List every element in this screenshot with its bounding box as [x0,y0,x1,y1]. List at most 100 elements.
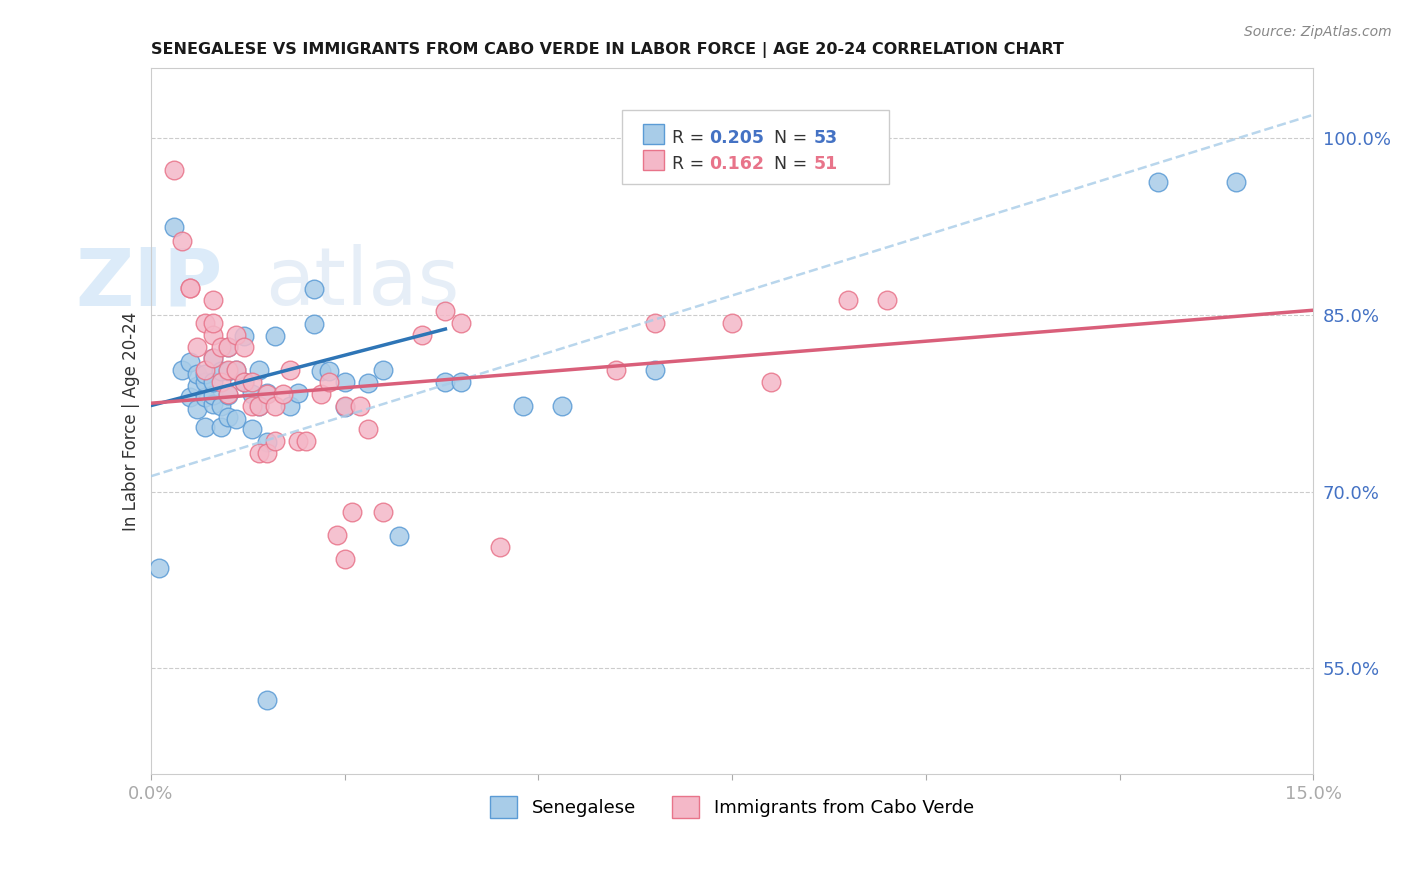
Point [217,386,239,401]
Point [209,419,232,434]
Point [163,219,186,234]
Text: 51: 51 [814,155,838,173]
Text: SENEGALESE VS IMMIGRANTS FROM CABO VERDE IN LABOR FORCE | AGE 20-24 CORRELATION : SENEGALESE VS IMMIGRANTS FROM CABO VERDE… [150,42,1064,58]
Point [333,551,356,566]
Point [280,399,302,413]
Point [373,504,395,518]
Point [333,399,356,413]
Point [201,293,224,307]
Point [256,435,278,450]
Point [201,351,224,366]
Point [217,388,239,402]
Point [256,445,278,459]
Point [434,375,457,389]
Point [287,434,309,448]
Point [209,375,232,389]
Point [240,375,263,389]
Point [179,355,201,369]
Text: 53: 53 [814,128,838,146]
Text: 0.162: 0.162 [709,155,763,173]
Point [349,399,371,413]
Point [271,386,294,401]
Point [225,327,247,342]
Point [326,528,349,542]
Point [295,434,318,448]
Point [264,399,287,413]
Point [318,375,340,389]
Point [264,434,287,448]
Point [318,364,340,378]
FancyBboxPatch shape [621,110,889,185]
Point [217,363,239,377]
Point [488,540,510,554]
Point [302,282,325,296]
Point [240,422,263,436]
Text: atlas: atlas [264,244,460,322]
Point [388,529,411,543]
Point [333,400,356,414]
Text: R =: R = [672,128,704,146]
Point [240,386,263,401]
Point [759,375,782,389]
Point [605,363,627,377]
Point [837,293,859,307]
Point [357,422,380,436]
Point [194,419,217,434]
Point [232,375,254,389]
Point [373,363,395,377]
Point [225,363,247,377]
Point [450,316,472,330]
Point [163,163,186,178]
Point [179,281,201,295]
Point [1225,175,1247,189]
FancyBboxPatch shape [643,124,664,144]
Text: 0.205: 0.205 [709,128,763,146]
Point [249,399,271,413]
Point [194,316,217,330]
Point [240,399,263,413]
Point [225,411,247,425]
Point [232,375,254,389]
Point [186,367,208,381]
Point [225,363,247,377]
Point [217,364,239,378]
Point [411,327,433,342]
Point [342,504,364,518]
Point [209,340,232,354]
Point [256,693,278,707]
Point [1147,175,1170,189]
Point [512,399,534,413]
Point [179,390,201,404]
Point [550,399,572,413]
Point [217,340,239,354]
Point [201,397,224,411]
Point [209,364,232,378]
Point [256,385,278,400]
Point [311,386,333,401]
Point [287,385,309,400]
Text: ZIP: ZIP [76,244,224,322]
Point [194,367,217,381]
Point [249,445,271,459]
Point [186,378,208,392]
Text: N =: N = [773,128,807,146]
Point [194,390,217,404]
Point [170,363,193,377]
Point [434,304,457,318]
Point [201,351,224,366]
Point [201,375,224,389]
FancyBboxPatch shape [643,150,664,170]
Point [186,340,208,354]
Point [170,234,193,248]
Point [209,399,232,413]
Point [201,327,224,342]
Point [876,293,898,307]
Text: N =: N = [773,155,807,173]
Point [194,375,217,389]
Point [217,410,239,425]
Point [644,316,666,330]
Legend: Senegalese, Immigrants from Cabo Verde: Senegalese, Immigrants from Cabo Verde [484,789,981,825]
Point [201,388,224,402]
Point [450,375,472,389]
Point [256,386,278,401]
